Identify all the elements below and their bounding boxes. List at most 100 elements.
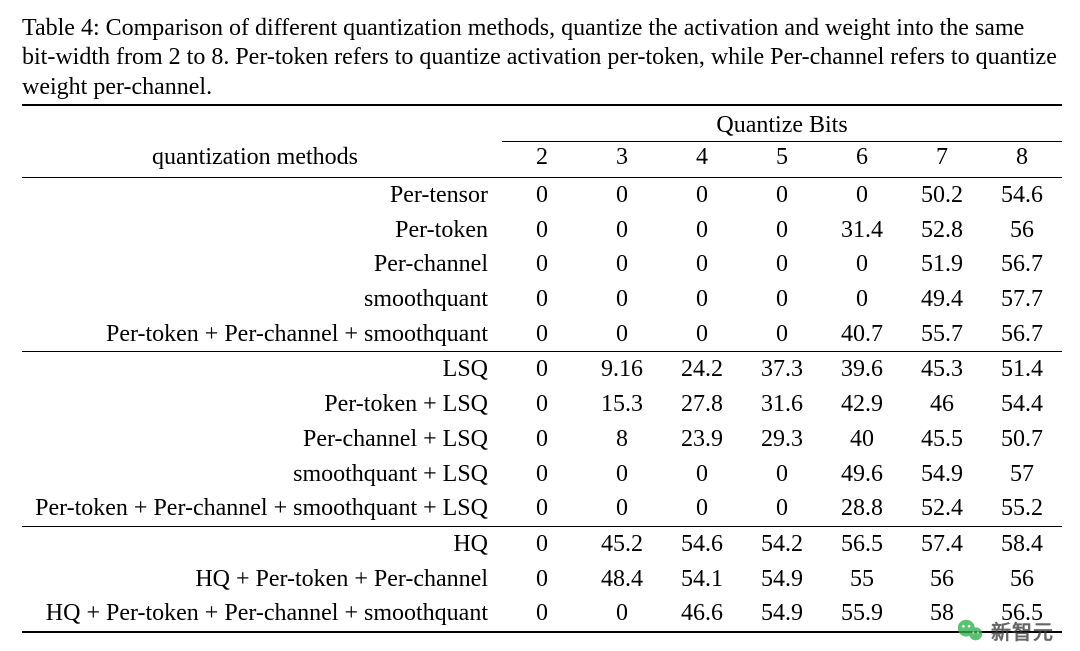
value-cell: 50.2 (902, 177, 982, 212)
value-cell: 54.9 (742, 562, 822, 597)
header-bit-8: 8 (982, 142, 1062, 178)
value-cell: 39.6 (822, 352, 902, 387)
value-cell: 54.4 (982, 387, 1062, 422)
value-cell: 37.3 (742, 352, 822, 387)
value-cell: 54.2 (742, 526, 822, 561)
header-bit-4: 4 (662, 142, 742, 178)
value-cell: 56.5 (822, 526, 902, 561)
value-cell: 0 (662, 213, 742, 248)
value-cell: 45.2 (582, 526, 662, 561)
value-cell: 56.7 (982, 317, 1062, 352)
table-row: HQ + Per-token + Per-channel048.454.154.… (22, 562, 1062, 597)
method-cell: smoothquant + LSQ (22, 457, 502, 492)
value-cell: 0 (822, 247, 902, 282)
value-cell: 57 (982, 457, 1062, 492)
value-cell: 0 (742, 317, 822, 352)
value-cell: 0 (742, 282, 822, 317)
table-row: Per-channel0000051.956.7 (22, 247, 1062, 282)
method-cell: Per-channel (22, 247, 502, 282)
value-cell: 56 (982, 562, 1062, 597)
value-cell: 58.4 (982, 526, 1062, 561)
value-cell: 29.3 (742, 422, 822, 457)
value-cell: 56 (902, 562, 982, 597)
value-cell: 56.7 (982, 247, 1062, 282)
method-cell: smoothquant (22, 282, 502, 317)
header-bit-5: 5 (742, 142, 822, 178)
table-caption: Table 4: Comparison of different quantiz… (22, 14, 1058, 102)
header-bit-3: 3 (582, 142, 662, 178)
header-methods: quantization methods (22, 142, 502, 178)
value-cell: 57.4 (902, 526, 982, 561)
value-cell: 31.4 (822, 213, 902, 248)
value-cell: 15.3 (582, 387, 662, 422)
method-cell: Per-channel + LSQ (22, 422, 502, 457)
value-cell: 9.16 (582, 352, 662, 387)
value-cell: 0 (742, 247, 822, 282)
value-cell: 40.7 (822, 317, 902, 352)
value-cell: 0 (822, 177, 902, 212)
value-cell: 0 (502, 387, 582, 422)
value-cell: 40 (822, 422, 902, 457)
value-cell: 45.3 (902, 352, 982, 387)
value-cell: 48.4 (582, 562, 662, 597)
table-row: HQ045.254.654.256.557.458.4 (22, 526, 1062, 561)
value-cell: 0 (502, 526, 582, 561)
table-row: Per-tensor0000050.254.6 (22, 177, 1062, 212)
value-cell: 0 (742, 457, 822, 492)
value-cell: 28.8 (822, 491, 902, 526)
value-cell: 0 (582, 282, 662, 317)
header-bit-2: 2 (502, 142, 582, 178)
table-row: Per-channel + LSQ0823.929.34045.550.7 (22, 422, 1062, 457)
value-cell: 51.9 (902, 247, 982, 282)
value-cell: 56 (982, 213, 1062, 248)
value-cell: 27.8 (662, 387, 742, 422)
value-cell: 55 (822, 562, 902, 597)
value-cell: 55.2 (982, 491, 1062, 526)
value-cell: 0 (662, 282, 742, 317)
value-cell: 0 (582, 491, 662, 526)
value-cell: 46.6 (662, 596, 742, 632)
value-cell: 8 (582, 422, 662, 457)
value-cell: 0 (582, 247, 662, 282)
value-cell: 0 (502, 457, 582, 492)
value-cell: 0 (582, 177, 662, 212)
value-cell: 0 (502, 491, 582, 526)
method-cell: HQ (22, 526, 502, 561)
value-cell: 23.9 (662, 422, 742, 457)
value-cell: 55.9 (822, 596, 902, 632)
value-cell: 0 (662, 317, 742, 352)
method-cell: Per-token + LSQ (22, 387, 502, 422)
table-row: Per-token + LSQ015.327.831.642.94654.4 (22, 387, 1062, 422)
value-cell: 49.6 (822, 457, 902, 492)
value-cell: 0 (502, 247, 582, 282)
table-row: smoothquant0000049.457.7 (22, 282, 1062, 317)
value-cell: 0 (742, 213, 822, 248)
header-quantize-bits: Quantize Bits (502, 105, 1062, 142)
header-bit-6: 6 (822, 142, 902, 178)
value-cell: 0 (582, 596, 662, 632)
table-row: HQ + Per-token + Per-channel + smoothqua… (22, 596, 1062, 632)
value-cell: 0 (582, 457, 662, 492)
table-row: LSQ09.1624.237.339.645.351.4 (22, 352, 1062, 387)
method-cell: Per-token + Per-channel + smoothquant (22, 317, 502, 352)
table-row: Per-token000031.452.856 (22, 213, 1062, 248)
value-cell: 0 (502, 562, 582, 597)
value-cell: 0 (502, 282, 582, 317)
method-cell: LSQ (22, 352, 502, 387)
value-cell: 24.2 (662, 352, 742, 387)
table-row: Per-token + Per-channel + smoothquant + … (22, 491, 1062, 526)
table-row: Per-token + Per-channel + smoothquant000… (22, 317, 1062, 352)
value-cell: 0 (742, 177, 822, 212)
value-cell: 54.6 (982, 177, 1062, 212)
value-cell: 49.4 (902, 282, 982, 317)
value-cell: 0 (502, 213, 582, 248)
value-cell: 46 (902, 387, 982, 422)
value-cell: 54.9 (902, 457, 982, 492)
value-cell: 42.9 (822, 387, 902, 422)
value-cell: 56.5 (982, 596, 1062, 632)
method-cell: Per-token + Per-channel + smoothquant + … (22, 491, 502, 526)
value-cell: 0 (662, 247, 742, 282)
header-blank (22, 105, 502, 142)
value-cell: 0 (502, 352, 582, 387)
value-cell: 0 (582, 317, 662, 352)
